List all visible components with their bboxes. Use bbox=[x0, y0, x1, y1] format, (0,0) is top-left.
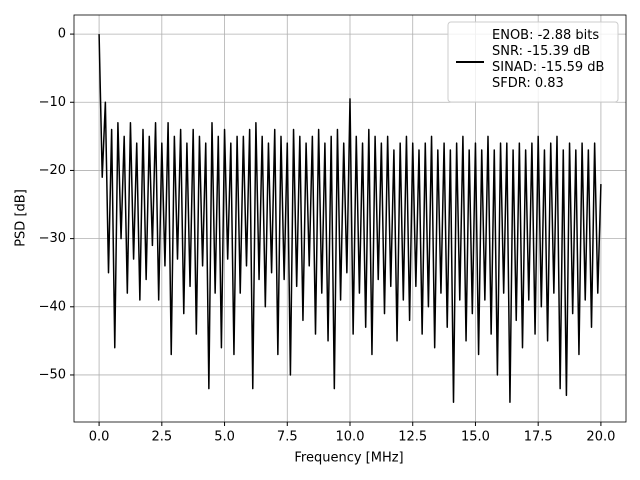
x-tick-label: 10.0 bbox=[336, 430, 365, 445]
x-tick-label: 20.0 bbox=[586, 430, 615, 445]
x-tick-label: 17.5 bbox=[524, 430, 553, 445]
x-tick-label: 0.0 bbox=[89, 430, 110, 445]
x-tick-label: 2.5 bbox=[151, 430, 172, 445]
y-tick-label: −50 bbox=[39, 367, 66, 382]
y-tick-label: −20 bbox=[39, 163, 66, 178]
y-axis-label: PSD [dB] bbox=[14, 189, 29, 247]
x-tick-label: 7.5 bbox=[277, 430, 298, 445]
x-axis-label: Frequency [MHz] bbox=[294, 451, 403, 466]
y-tick-label: 0 bbox=[58, 27, 66, 42]
y-tick-label: −40 bbox=[39, 299, 66, 314]
x-tick-label: 15.0 bbox=[461, 430, 490, 445]
data-line bbox=[98, 34, 602, 403]
legend-label: ENOB: -2.88 bits SNR: -15.39 dB SINAD: -… bbox=[492, 28, 605, 91]
legend-box bbox=[447, 21, 619, 103]
legend-entry: ENOB: -2.88 bits SNR: -15.39 dB SINAD: -… bbox=[492, 28, 605, 91]
x-tick-label: 12.5 bbox=[398, 430, 427, 445]
y-tick-label: −30 bbox=[39, 231, 66, 246]
axes-frame bbox=[73, 14, 627, 423]
x-tick-label: 5.0 bbox=[214, 430, 235, 445]
y-tick-label: −10 bbox=[39, 95, 66, 110]
